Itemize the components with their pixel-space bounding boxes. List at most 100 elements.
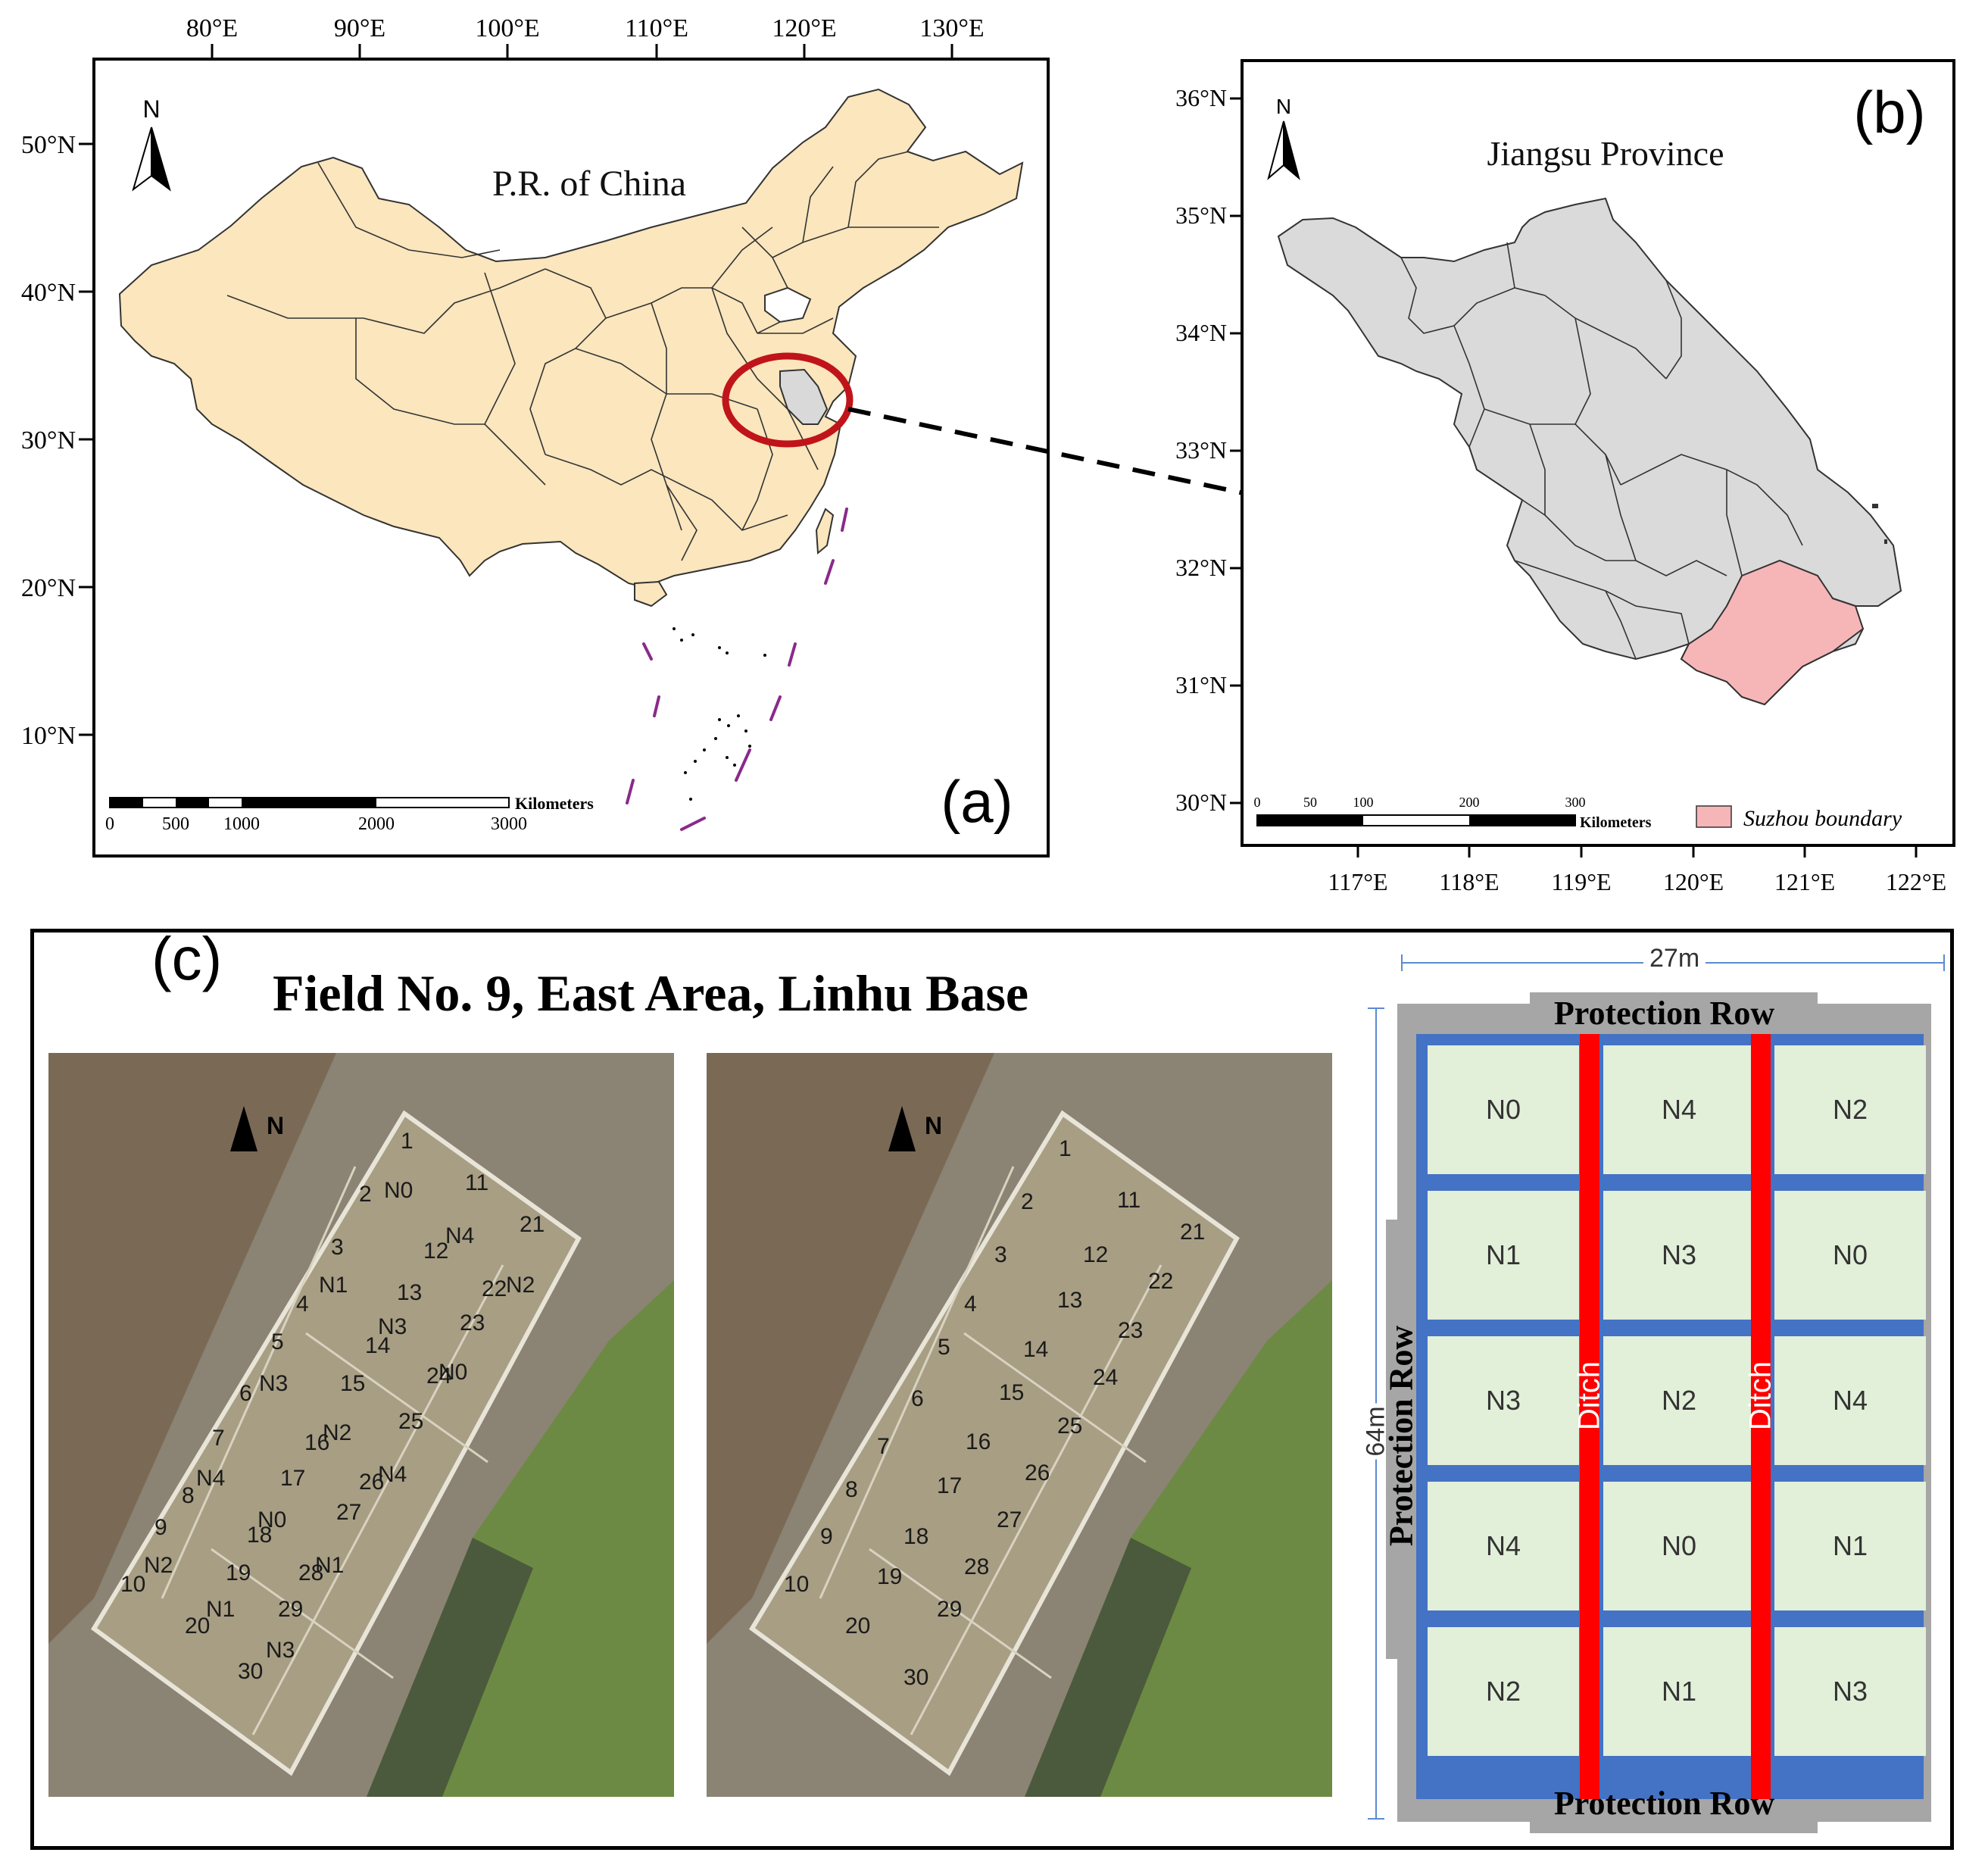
treatment-label: N1 (206, 1597, 236, 1622)
photo2-overlay: N 1 2 3 4 5 6 7 8 9 10 11 12 13 14 15 16… (707, 1053, 1332, 1797)
plot-number: 3 (994, 1242, 1007, 1267)
lon-tick-marks (211, 44, 953, 59)
plot-number: 7 (212, 1426, 225, 1451)
north-label: N (925, 1112, 943, 1139)
plot-number: 17 (280, 1466, 306, 1491)
plot-number: 28 (964, 1554, 990, 1579)
treatment-plot-cell: N3 (1428, 1336, 1579, 1465)
plot-number: 8 (845, 1477, 858, 1502)
plot-number: 9 (154, 1515, 167, 1540)
plot-number: 16 (966, 1429, 991, 1454)
panel-c-frame (30, 929, 1954, 1850)
plot-number: 30 (238, 1659, 264, 1684)
plot-number: 12 (423, 1239, 449, 1264)
plot-number: 3 (331, 1235, 344, 1260)
plot-number: 19 (877, 1564, 903, 1589)
field-boundary (91, 1110, 582, 1776)
scale-bar-a: Kilometers 0 500 1000 2000 3000 (105, 794, 594, 834)
hainan-island (634, 580, 668, 608)
plot-number: 13 (1057, 1288, 1083, 1313)
north-label: N (267, 1112, 285, 1139)
plot-number: 8 (182, 1483, 195, 1508)
plot-number: 26 (359, 1470, 385, 1495)
plot-number: 21 (520, 1212, 545, 1237)
taiwan-island (815, 508, 835, 555)
lat-tick: 32°N (1175, 554, 1227, 581)
plot-number: 6 (911, 1386, 924, 1411)
plot-number: 13 (397, 1280, 423, 1305)
plot-number: 2 (359, 1182, 372, 1207)
lon-tick: 122°E (1886, 868, 1946, 895)
plot-number: 6 (239, 1381, 252, 1406)
lon-tick: 120°E (1663, 868, 1724, 895)
lat-tick: 31°N (1175, 671, 1227, 698)
treatment-plot-cell: N0 (1603, 1482, 1755, 1610)
lon-tick: 130°E (919, 14, 984, 42)
plot-number: 18 (903, 1524, 929, 1549)
lat-tick: 33°N (1175, 436, 1227, 464)
plot-number: 4 (964, 1292, 977, 1317)
treatment-plot-cell: N3 (1603, 1191, 1755, 1320)
plot-number: 4 (296, 1292, 309, 1317)
city-boundaries (1400, 242, 1803, 660)
treatment-label: N4 (196, 1466, 226, 1491)
treatment-label: N0 (257, 1507, 287, 1532)
treatment-label: N2 (144, 1553, 173, 1578)
treatment-plot-cell: N1 (1774, 1482, 1926, 1610)
scale-tick: 100 (1353, 795, 1374, 810)
ditch-right (1751, 1034, 1771, 1799)
plot-number: 1 (1059, 1136, 1072, 1161)
lon-tick: 90°E (334, 14, 385, 42)
plot-number: 25 (398, 1409, 424, 1434)
plot-number: 10 (120, 1572, 146, 1597)
lat-tick: 20°N (21, 574, 76, 602)
lat-tick-labels: 50°N 40°N 30°N 20°N 10°N (21, 131, 76, 750)
treatment-plot-cell: N0 (1774, 1191, 1926, 1320)
north-arrow-icon (888, 1106, 916, 1151)
aerial-photo-plot-numbers (707, 1053, 1332, 1797)
treatment-label: N0 (384, 1178, 414, 1203)
treatment-label: N3 (266, 1638, 295, 1663)
protection-row-bottom: Protection Row (1553, 1785, 1775, 1822)
plot-number: 27 (997, 1507, 1022, 1532)
lat-tick-labels: 36°N 35°N 34°N 33°N 32°N 31°N 30°N (1175, 84, 1227, 816)
legend-swatch (1696, 805, 1732, 828)
plot-number: 25 (1057, 1414, 1083, 1439)
scale-tick: 3000 (491, 814, 527, 834)
plot-number: 14 (1023, 1337, 1049, 1362)
plot-number: 29 (937, 1597, 963, 1622)
jiangsu-circle-marker (722, 352, 854, 448)
scale-tick: 500 (162, 814, 189, 834)
plot-number: 28 (298, 1560, 324, 1585)
north-arrow-b: N (1267, 95, 1300, 180)
treatment-plot-cell: N1 (1428, 1191, 1579, 1320)
plot-number: 27 (336, 1500, 362, 1525)
plot-number: 1 (401, 1129, 414, 1154)
treatment-plot-cell: N4 (1603, 1045, 1755, 1174)
north-arrow-icon (230, 1106, 257, 1151)
plot-number: 20 (185, 1614, 211, 1639)
scale-tick: 300 (1565, 795, 1586, 810)
treatment-label: N3 (259, 1371, 289, 1396)
plot-number: 14 (365, 1333, 391, 1358)
scale-tick: 50 (1303, 795, 1317, 810)
width-label: 27m (1643, 944, 1706, 973)
panel-b-label: (b) (1853, 79, 1925, 145)
north-arrow-a: N (132, 95, 171, 192)
plot-number: 9 (820, 1524, 833, 1549)
plot-number: 23 (460, 1310, 485, 1335)
plot-number: 11 (1117, 1188, 1141, 1213)
plot-number: 16 (304, 1430, 330, 1455)
lon-tick: 100°E (475, 14, 539, 42)
scale-bar-b: Kilometers 0 50 100 200 300 (1254, 795, 1652, 831)
plot-number: 21 (1180, 1220, 1206, 1245)
field-boundary (749, 1110, 1240, 1776)
plot-number: 5 (271, 1329, 284, 1354)
south-china-sea-islands (673, 627, 766, 801)
treatment-label: N3 (378, 1314, 407, 1339)
lat-tick: 35°N (1175, 201, 1227, 229)
aerial-photo-with-treatments (48, 1053, 674, 1797)
ditch-label-left: Ditch (1572, 1360, 1606, 1431)
treatment-label: N4 (445, 1223, 475, 1248)
lon-tick-labels: 117°E 118°E 119°E 120°E 121°E 122°E (1328, 868, 1946, 895)
